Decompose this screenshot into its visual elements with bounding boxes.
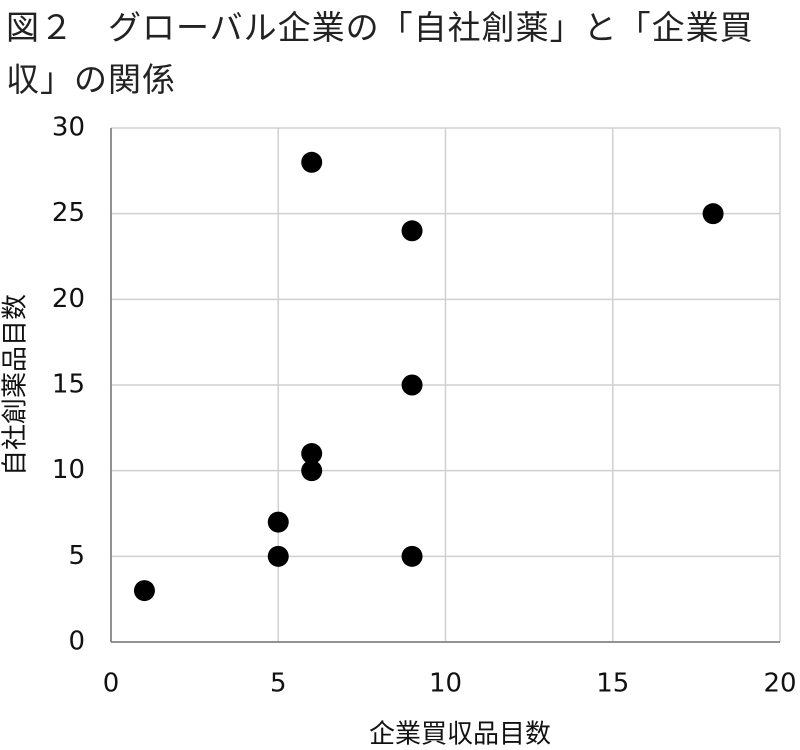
point <box>301 151 323 173</box>
point <box>401 545 423 567</box>
point <box>702 203 724 225</box>
point <box>267 545 289 567</box>
x-tick-label: 5 <box>270 669 287 699</box>
x-tick-label: 20 <box>763 669 796 699</box>
x-axis-label: 企業買収品目数 <box>369 720 551 750</box>
y-tick-label: 5 <box>68 541 85 571</box>
point <box>401 220 423 242</box>
point <box>301 443 323 465</box>
point <box>401 374 423 396</box>
point <box>267 511 289 533</box>
x-tick-label: 15 <box>596 669 629 699</box>
y-tick-label: 20 <box>52 284 85 314</box>
y-axis-label: 自社創薬品目数 <box>1 294 31 476</box>
point <box>301 460 323 482</box>
x-tick-label: 10 <box>429 669 462 699</box>
y-tick-label: 10 <box>52 455 85 485</box>
chart-title: 図２ グローバル企業の「自社創薬」と「企業買収」の関係 <box>6 8 754 99</box>
y-tick-label: 15 <box>52 370 85 400</box>
y-tick-label: 0 <box>68 627 85 657</box>
y-tick-label: 30 <box>52 113 85 143</box>
point <box>133 580 155 602</box>
y-tick-label: 25 <box>52 198 85 228</box>
x-tick-label: 0 <box>103 669 120 699</box>
